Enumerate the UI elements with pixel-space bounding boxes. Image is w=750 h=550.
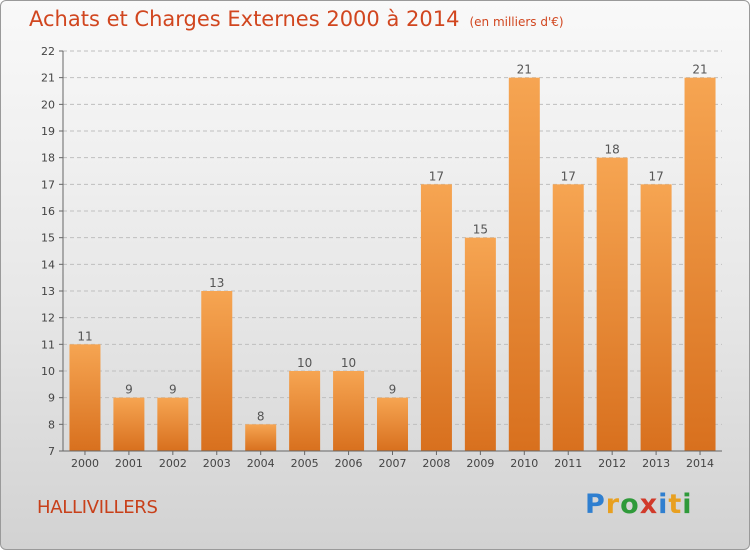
y-tick-label: 15: [41, 232, 55, 245]
title-text: Achats et Charges Externes 2000 à 2014: [29, 7, 460, 31]
bar-2008: [420, 184, 452, 452]
value-label: 9: [125, 383, 133, 397]
logo-letter: x: [639, 489, 659, 520]
proxiti-logo: Proxiti: [585, 489, 693, 520]
bar-2006: [333, 371, 365, 451]
value-label: 17: [429, 169, 444, 183]
value-label: 9: [389, 383, 397, 397]
bar-2003: [201, 291, 233, 451]
x-tick-label: 2005: [291, 457, 319, 470]
logo-letter: i: [658, 489, 669, 520]
place-name: HALLIVILLERS: [37, 497, 158, 518]
value-label: 18: [605, 143, 620, 157]
bar-2001: [113, 397, 145, 451]
value-label: 8: [257, 409, 265, 423]
bar-2013: [640, 184, 672, 452]
value-label: 10: [297, 356, 312, 370]
value-label: 15: [473, 223, 488, 237]
y-tick-label: 8: [48, 418, 55, 431]
bar-2011: [552, 184, 584, 452]
axes: 7 8 9 10 11 12 13 14 15 16 17 18 19 20 21 22 2000 2001 200…: [41, 45, 722, 470]
y-tick-label: 22: [41, 45, 55, 58]
bar-2010: [508, 77, 540, 452]
y-tick-label: 12: [41, 312, 55, 325]
y-tick-label: 10: [41, 365, 55, 378]
x-tick-label: 2001: [115, 457, 143, 470]
x-tick-label: 2007: [379, 457, 407, 470]
x-tick-label: 2013: [642, 457, 670, 470]
value-label: 17: [648, 169, 663, 183]
x-tick-label: 2009: [466, 457, 494, 470]
value-label: 21: [692, 63, 707, 77]
value-label: 10: [341, 356, 356, 370]
bar-2005: [289, 371, 321, 451]
logo-letter: i: [682, 489, 693, 520]
logo-letter: o: [620, 489, 640, 520]
x-tick-label: 2004: [247, 457, 275, 470]
bar-2007: [377, 397, 408, 451]
bar-2014: [684, 77, 716, 452]
y-tick-label: 20: [41, 98, 55, 111]
y-tick-label: 16: [41, 205, 55, 218]
bar-2002: [157, 397, 189, 451]
bar-2009: [464, 237, 496, 451]
title-unit: (en milliers d'€): [469, 15, 564, 29]
y-tick-label: 14: [41, 258, 55, 271]
value-label: 21: [517, 63, 532, 77]
y-tick-label: 19: [41, 125, 55, 138]
bar-2012: [596, 157, 628, 451]
x-tick-label: 2014: [686, 457, 714, 470]
y-tick-label: 21: [41, 72, 55, 85]
logo-letter: t: [668, 489, 683, 520]
chart-title: Achats et Charges Externes 2000 à 2014 (e…: [29, 7, 564, 31]
y-tick-label: 18: [41, 152, 55, 165]
value-label: 11: [77, 329, 92, 343]
value-label: 17: [561, 169, 576, 183]
x-tick-label: 2008: [422, 457, 450, 470]
x-tick-label: 2000: [71, 457, 99, 470]
y-tick-label: 7: [48, 445, 55, 458]
x-tick-label: 2010: [510, 457, 538, 470]
x-tick-label: 2006: [335, 457, 363, 470]
y-tick-label: 9: [48, 392, 55, 405]
bars: [69, 77, 716, 452]
bar-2000: [69, 344, 101, 451]
y-tick-label: 13: [41, 285, 55, 298]
y-tick-label: 11: [41, 338, 55, 351]
logo-letter: P: [585, 489, 606, 520]
value-labels: 11 9 9 13 8 10 10 9 17 15 21 17 18 17 21: [77, 63, 707, 424]
logo-letter: r: [605, 489, 621, 520]
x-tick-label: 2011: [554, 457, 582, 470]
x-tick-label: 2012: [598, 457, 626, 470]
value-label: 9: [169, 383, 177, 397]
x-tick-label: 2002: [159, 457, 187, 470]
y-tick-label: 17: [41, 178, 55, 191]
x-tick-label: 2003: [203, 457, 231, 470]
value-label: 13: [209, 276, 224, 290]
bar-2004: [245, 424, 277, 451]
